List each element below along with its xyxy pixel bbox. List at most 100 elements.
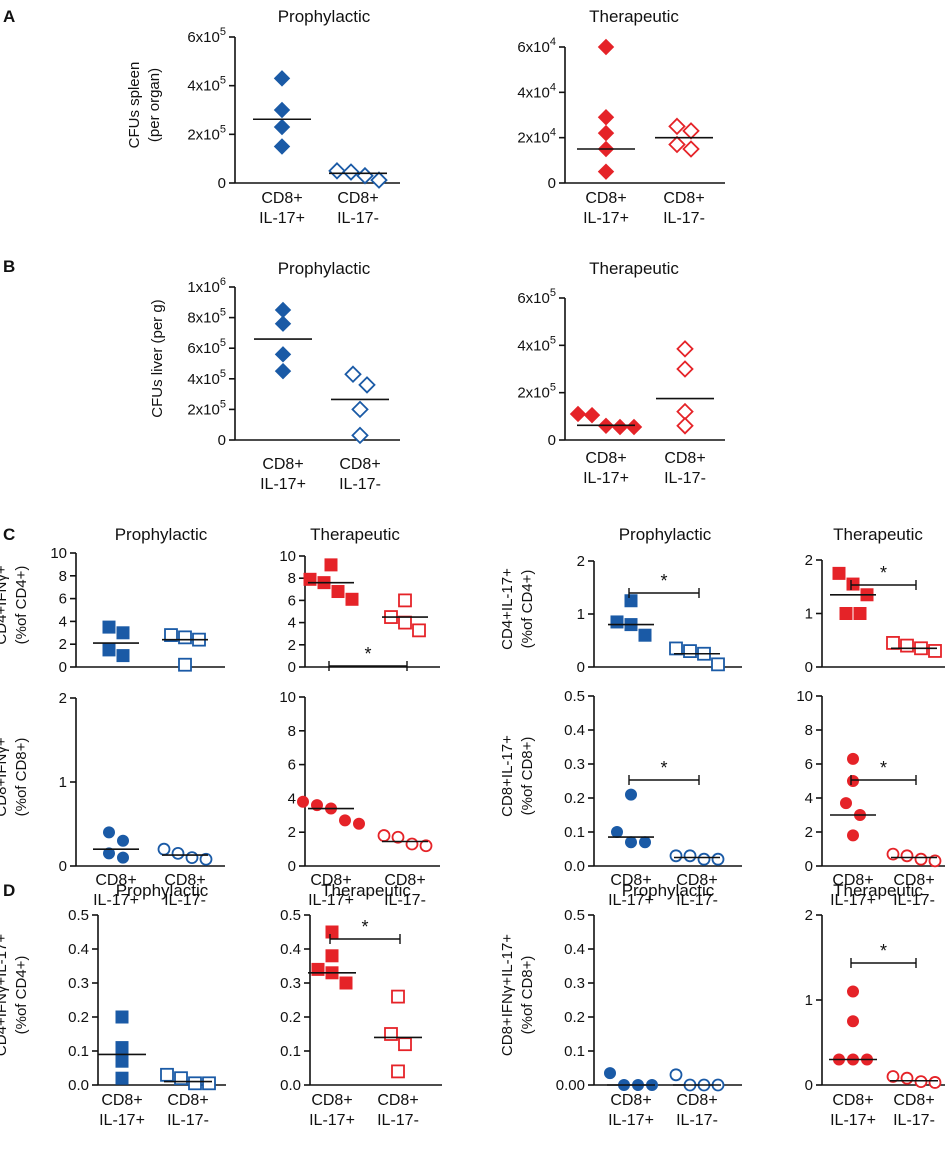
d4-point	[847, 985, 859, 998]
c6-point	[377, 829, 391, 842]
c8-point	[840, 797, 852, 810]
a1-point	[273, 101, 291, 119]
c6-x-tick-label: IL-17+	[308, 892, 354, 909]
d1-title: Prophylactic	[116, 881, 209, 900]
c8-x-tick-label: CD8+	[832, 872, 873, 889]
a2-point	[597, 124, 615, 142]
c5-y-tick-label: 1	[59, 774, 67, 791]
c2-point	[324, 558, 338, 572]
d2-sig-star: *	[361, 917, 368, 937]
d3-point	[604, 1067, 616, 1080]
d2-y-tick-label: 0.2	[280, 1009, 301, 1026]
b1-y-tick-label: 1x106	[187, 276, 226, 296]
c8-point	[914, 852, 928, 866]
a2-y-tick-label: 4x104	[517, 81, 556, 101]
c4-point	[832, 566, 846, 580]
a2-x-tick-label: CD8+	[585, 190, 626, 207]
c7-y-tick-label: 0.2	[564, 790, 585, 807]
d4-x-tick-label: CD8+	[893, 1092, 934, 1109]
a1-x-tick-label: CD8+	[337, 190, 378, 207]
c8-point	[847, 775, 859, 787]
d1-point	[115, 1071, 129, 1085]
c2-point	[303, 572, 317, 586]
d3-title: Prophylactic	[622, 881, 715, 900]
c2-y-tick-label: 4	[288, 615, 296, 632]
d3-y-tick-label: 0.2	[564, 1009, 585, 1026]
c3-y-axis-label: CD4+IL-17+	[499, 568, 516, 650]
c5-point	[157, 842, 171, 856]
c7-point	[711, 852, 725, 866]
c8-x-tick-label: CD8+	[893, 872, 934, 889]
c3-point	[610, 615, 624, 629]
b1-x-tick-label: IL-17+	[260, 476, 306, 493]
c5-point	[103, 826, 115, 839]
a2-point	[682, 140, 700, 158]
d3-x-tick-label: CD8+	[676, 1092, 717, 1109]
c8-y-tick-label: 2	[805, 824, 813, 841]
c4-y-tick-label: 0	[805, 659, 813, 676]
c4-y-tick-label: 2	[805, 552, 813, 569]
a1-point	[273, 138, 291, 155]
a2-title: Therapeutic	[589, 7, 679, 26]
c6-point	[297, 795, 309, 808]
c4-y-tick-label: 1	[805, 606, 813, 623]
c8-y-tick-label: 10	[796, 688, 813, 705]
c8-point	[847, 829, 859, 842]
c1-y-tick-label: 0	[59, 659, 67, 676]
c1-point	[116, 626, 130, 640]
d2-y-tick-label: 0.4	[280, 941, 301, 958]
c2-y-tick-label: 8	[288, 570, 296, 587]
panel-letter-a: A	[3, 7, 15, 26]
b1-point	[274, 301, 292, 319]
a1-x-tick-label: IL-17+	[259, 210, 305, 227]
c4-point	[839, 607, 853, 620]
c7-sig-star: *	[660, 758, 667, 778]
d4-x-tick-label: IL-17-	[893, 1112, 935, 1129]
a2-x-tick-label: IL-17-	[663, 210, 705, 227]
c6-y-tick-label: 2	[288, 824, 296, 841]
c6-y-tick-label: 8	[288, 723, 296, 740]
b2-x-tick-label: CD8+	[664, 450, 705, 467]
d3-y-axis-label: CD8+IFNγ+IL-17+	[499, 934, 516, 1056]
d2-x-tick-label: CD8+	[311, 1092, 352, 1109]
c8-sig-star: *	[880, 758, 887, 778]
c1-y-tick-label: 2	[59, 636, 67, 653]
c7-point	[639, 836, 651, 849]
d3-y-tick-label: 0.4	[564, 941, 585, 958]
c6-y-tick-label: 10	[279, 689, 296, 706]
d1-y-tick-label: 0.3	[68, 975, 89, 992]
c3-point	[711, 657, 725, 672]
b1-point	[344, 365, 362, 383]
a2-point	[668, 135, 686, 154]
d4-point	[886, 1070, 900, 1083]
c5-x-tick-label: IL-17-	[164, 892, 206, 909]
d3-x-tick-label: IL-17-	[676, 1112, 718, 1129]
c7-point	[697, 852, 711, 866]
c5-y-tick-label: 0	[59, 858, 67, 875]
d2-y-tick-label: 0.3	[280, 975, 301, 992]
c8-x-tick-label: IL-17-	[893, 892, 935, 909]
d1-x-tick-label: IL-17+	[99, 1112, 145, 1129]
a1-point	[273, 70, 291, 87]
b2-point	[676, 417, 694, 435]
c7-y-tick-label: 0.0	[564, 858, 585, 875]
c5-x-tick-label: CD8+	[95, 872, 136, 889]
c6-x-tick-label: CD8+	[384, 872, 425, 889]
d1-x-tick-label: IL-17-	[167, 1112, 209, 1129]
b1-y-tick-label: 2x105	[187, 398, 226, 418]
c2-point	[331, 585, 345, 599]
c7-y-tick-label: 0.4	[564, 722, 585, 739]
d3-y-tick-label: 0.1	[564, 1043, 585, 1060]
c7-y-axis-label: CD8+IL-17+	[499, 735, 516, 817]
a2-point	[597, 163, 615, 180]
c3-point	[624, 594, 638, 608]
d2-x-tick-label: IL-17+	[309, 1112, 355, 1129]
d1-point	[202, 1076, 216, 1091]
c2-y-tick-label: 6	[288, 592, 296, 609]
b2-point	[676, 402, 694, 421]
a1-point	[342, 163, 360, 181]
d4-x-tick-label: CD8+	[832, 1092, 873, 1109]
c3-y-tick-label: 2	[577, 553, 585, 570]
a1-title: Prophylactic	[278, 7, 371, 26]
